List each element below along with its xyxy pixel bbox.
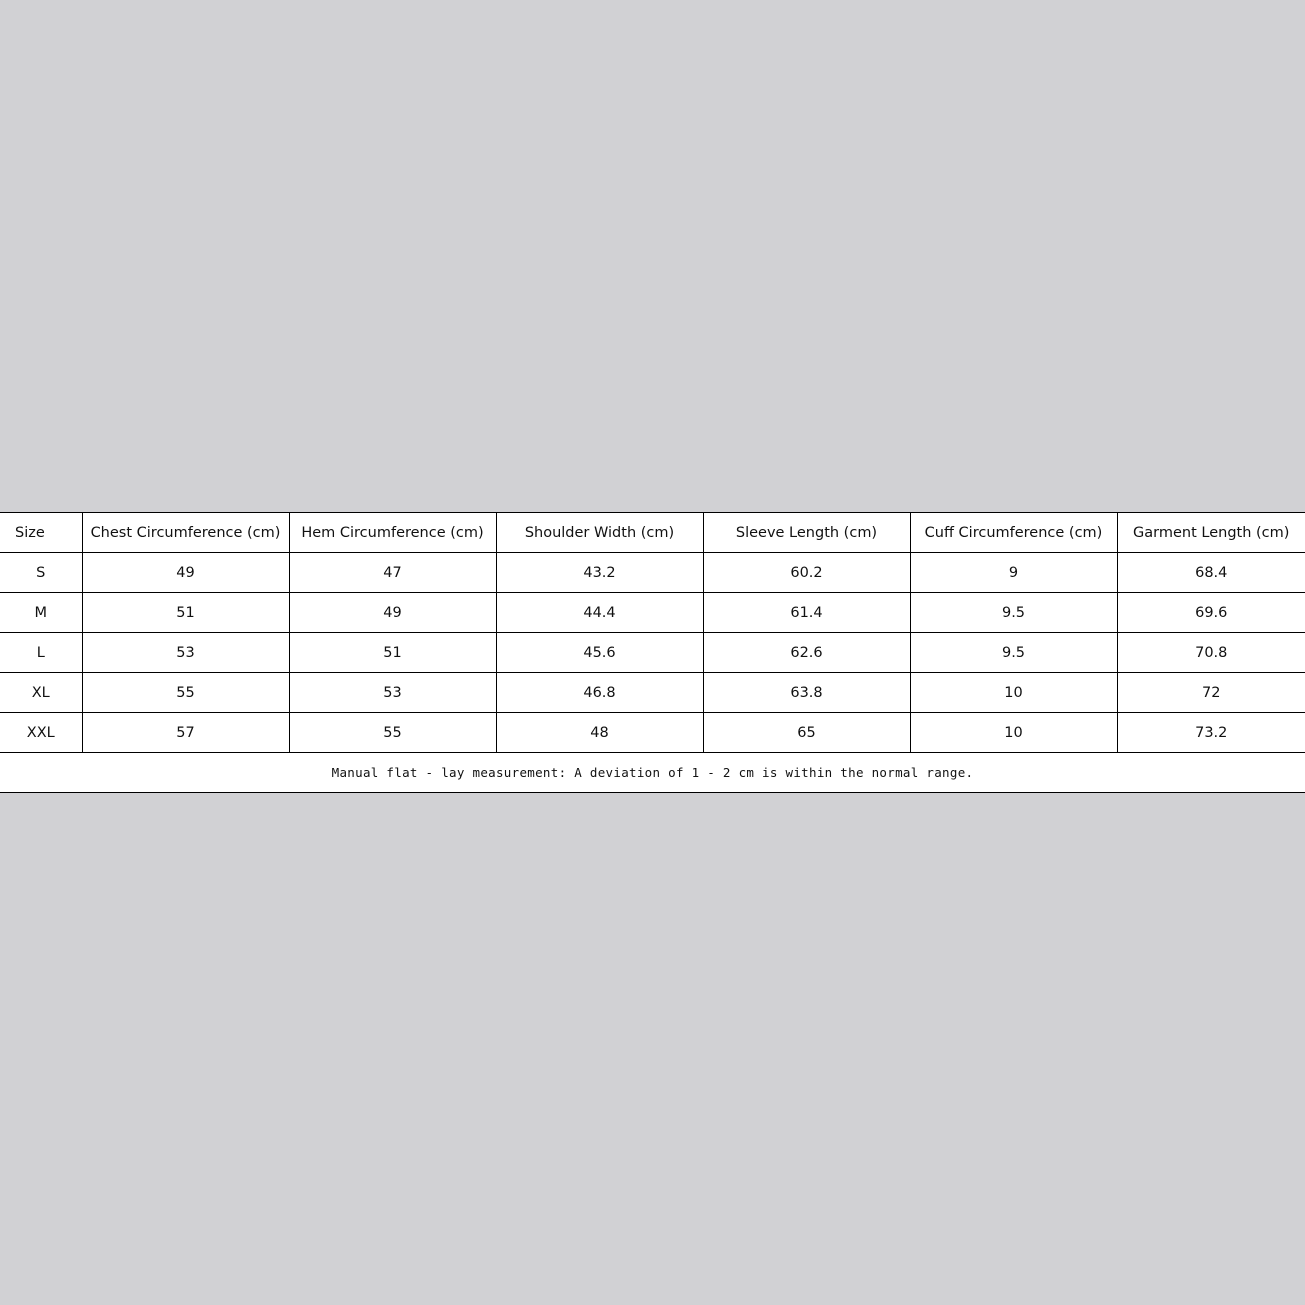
size-cell: L bbox=[0, 632, 83, 673]
table-row: S 49 47 43.2 60.2 9 68.4 bbox=[0, 552, 1305, 593]
value-cell: 72 bbox=[1116, 672, 1305, 713]
value-cell: 60.2 bbox=[702, 552, 911, 593]
value-cell: 49 bbox=[81, 552, 290, 593]
value-cell: 43.2 bbox=[495, 552, 704, 593]
value-cell: 61.4 bbox=[702, 592, 911, 633]
size-chart-table: Size Chest Circumference (cm) Hem Circumfe… bbox=[0, 512, 1305, 793]
value-cell: 63.8 bbox=[702, 672, 911, 713]
value-cell: 55 bbox=[81, 672, 290, 713]
value-cell: Hem Circumference (cm) bbox=[288, 512, 497, 553]
value-cell: 48 bbox=[495, 712, 704, 753]
value-cell: Chest Circumference (cm) bbox=[81, 512, 290, 553]
size-cell: S bbox=[0, 552, 83, 593]
value-cell: 65 bbox=[702, 712, 911, 753]
value-cell: 44.4 bbox=[495, 592, 704, 633]
table-row: L 53 51 45.6 62.6 9.5 70.8 bbox=[0, 632, 1305, 673]
value-cell: Shoulder Width (cm) bbox=[495, 512, 704, 553]
value-cell: 57 bbox=[81, 712, 290, 753]
note-row: Manual flat - lay measurement: A deviati… bbox=[0, 752, 1305, 793]
value-cell: 49 bbox=[288, 592, 497, 633]
value-cell: 53 bbox=[288, 672, 497, 713]
value-cell: 55 bbox=[288, 712, 497, 753]
value-cell: 9.5 bbox=[909, 632, 1118, 673]
table-row: XXL 57 55 48 65 10 73.2 bbox=[0, 712, 1305, 753]
value-cell: 47 bbox=[288, 552, 497, 593]
value-cell: 9.5 bbox=[909, 592, 1118, 633]
value-cell: 68.4 bbox=[1116, 552, 1305, 593]
value-cell: 69.6 bbox=[1116, 592, 1305, 633]
size-cell: XL bbox=[0, 672, 83, 713]
value-cell: Garment Length (cm) bbox=[1116, 512, 1305, 553]
size-cell: M bbox=[0, 592, 83, 633]
size-cell: Size bbox=[0, 512, 83, 553]
table-row: XL 55 53 46.8 63.8 10 72 bbox=[0, 672, 1305, 713]
value-cell: Cuff Circumference (cm) bbox=[909, 512, 1118, 553]
value-cell: 73.2 bbox=[1116, 712, 1305, 753]
measurement-note: Manual flat - lay measurement: A deviati… bbox=[0, 752, 1305, 793]
value-cell: 51 bbox=[288, 632, 497, 673]
value-cell: 9 bbox=[909, 552, 1118, 593]
header-row: Size Chest Circumference (cm) Hem Circumfe… bbox=[0, 512, 1305, 553]
value-cell: 45.6 bbox=[495, 632, 704, 673]
value-cell: 10 bbox=[909, 672, 1118, 713]
value-cell: 51 bbox=[81, 592, 290, 633]
value-cell: 62.6 bbox=[702, 632, 911, 673]
value-cell: 70.8 bbox=[1116, 632, 1305, 673]
value-cell: Sleeve Length (cm) bbox=[702, 512, 911, 553]
value-cell: 10 bbox=[909, 712, 1118, 753]
size-cell: XXL bbox=[0, 712, 83, 753]
value-cell: 53 bbox=[81, 632, 290, 673]
table-row: M 51 49 44.4 61.4 9.5 69.6 bbox=[0, 592, 1305, 633]
value-cell: 46.8 bbox=[495, 672, 704, 713]
